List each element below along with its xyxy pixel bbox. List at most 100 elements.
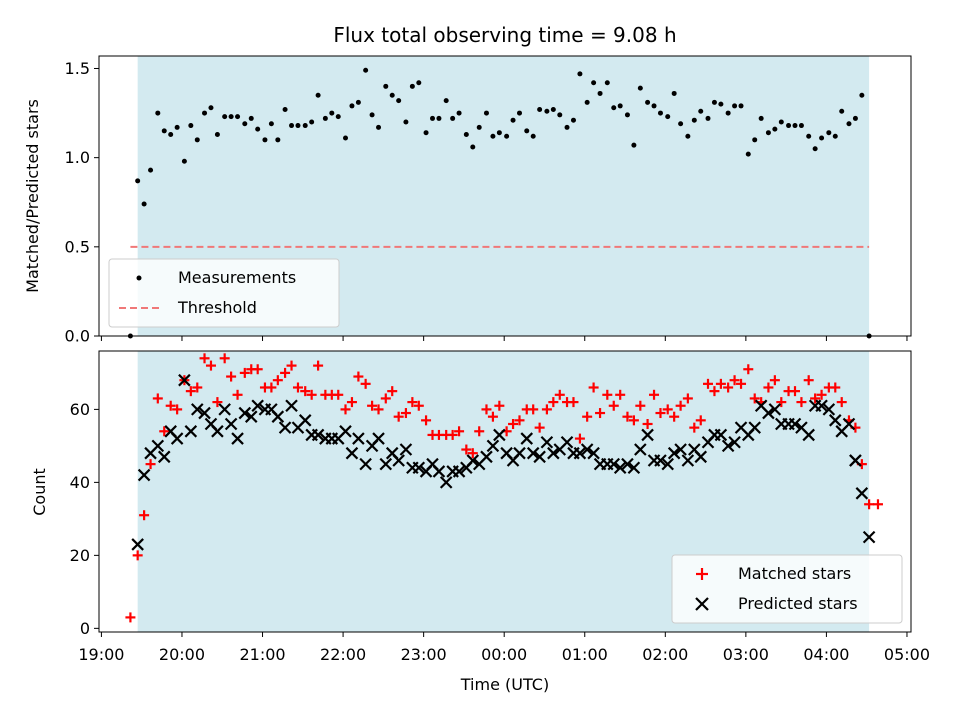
matched-star-point: [454, 426, 465, 437]
predicted-star-point: [244, 410, 258, 423]
matched-star-point: [306, 389, 317, 400]
measurement-point: [235, 114, 241, 120]
matched-star-point: [185, 386, 196, 397]
matched-star-point: [508, 418, 519, 429]
matched-star-point: [662, 404, 673, 415]
matched-star-point: [622, 411, 633, 422]
measurement-point: [148, 167, 154, 173]
count-legend: Matched stars Predicted stars: [671, 554, 903, 624]
ratio-y-tick-label: 0.5: [65, 237, 90, 256]
predicted-star-point: [339, 425, 352, 438]
measurement-point: [678, 121, 684, 127]
measurement-point: [194, 137, 200, 143]
count-y-tick-label: 0: [80, 619, 90, 638]
predicted-star-point: [520, 432, 534, 445]
matched-star-point: [534, 422, 545, 433]
measurement-point: [309, 119, 315, 125]
measurement-point: [470, 144, 476, 150]
measurement-point: [396, 98, 402, 104]
matched-star-point: [421, 415, 432, 426]
legend-predicted-marker: [695, 597, 709, 611]
predicted-star-point: [613, 461, 627, 475]
measurement-point: [705, 115, 711, 121]
predicted-star-point: [379, 457, 393, 471]
predicted-star-point: [654, 454, 667, 467]
ratio-y-tick-label: 1.5: [65, 59, 90, 78]
measurement-point: [141, 201, 147, 207]
measurement-point: [738, 103, 744, 109]
matched-star-point: [165, 400, 176, 411]
predicted-star-point: [480, 450, 493, 464]
count-y-tick-label: 60: [70, 400, 90, 419]
matched-star-point: [346, 397, 357, 408]
predicted-star-point: [607, 457, 621, 471]
measurement-point: [174, 124, 180, 130]
measurement-point: [208, 105, 214, 111]
measurement-point: [839, 108, 845, 114]
matched-star-point: [226, 371, 237, 382]
matched-star-point: [528, 404, 539, 415]
count-panel: 0 20 40 60 19:00 20:00 21:00 22:00 23:00 00:00 01…: [30, 350, 930, 694]
matched-star-point: [816, 389, 827, 400]
matched-star-point: [568, 397, 579, 408]
measurement-point: [335, 114, 341, 120]
legend-matched-marker: [696, 568, 708, 580]
measurement-point: [832, 133, 838, 139]
predicted-star-point: [634, 443, 647, 456]
predicted-star-point: [452, 465, 466, 478]
matched-star-point: [313, 360, 324, 371]
matched-star-point: [145, 459, 156, 470]
matched-star-point: [340, 404, 351, 415]
predicted-star-point: [157, 450, 171, 464]
predicted-star-point: [412, 461, 426, 475]
matched-star-point: [769, 375, 780, 386]
predicted-star-point: [762, 406, 775, 420]
predicted-star-point: [694, 450, 708, 464]
predicted-star-point: [184, 425, 198, 438]
measurement-point: [718, 101, 724, 107]
matched-star-point: [602, 389, 613, 400]
measurement-point: [846, 121, 852, 127]
matched-stars-points: [125, 353, 883, 623]
matched-star-point: [212, 397, 223, 408]
measurement-point: [611, 105, 617, 111]
predicted-star-point: [842, 417, 856, 431]
measurement-point: [202, 110, 208, 116]
measurement-point: [778, 119, 784, 125]
matched-star-point: [467, 448, 478, 459]
matched-star-point: [125, 612, 136, 623]
measurement-point: [745, 151, 751, 157]
matched-star-point: [830, 382, 841, 393]
measurement-point: [752, 137, 758, 143]
count-y-tick-label: 40: [70, 473, 90, 492]
matched-star-point: [132, 550, 143, 561]
measurement-point: [604, 80, 610, 86]
x-axis-label: Time (UTC): [460, 675, 549, 694]
matched-star-point: [669, 411, 680, 422]
measurement-point: [564, 124, 570, 130]
measurement-point: [597, 90, 603, 96]
predicted-star-point: [788, 417, 802, 431]
measurement-point: [242, 121, 248, 127]
matched-star-point: [582, 411, 593, 422]
predicted-star-point: [486, 439, 500, 453]
measurement-point: [765, 130, 771, 136]
ratio-y-tick-label: 1.0: [65, 148, 90, 167]
matched-star-point: [574, 433, 585, 444]
matched-star-point: [380, 393, 391, 404]
measurement-point: [812, 146, 818, 152]
predicted-star-point: [540, 435, 554, 449]
matched-star-point: [655, 408, 666, 419]
predicted-star-point: [587, 446, 600, 460]
measurement-point: [537, 107, 543, 113]
legend-predicted-label: Predicted stars: [738, 594, 858, 613]
measurement-point: [772, 126, 778, 132]
legend-measurements-label: Measurements: [178, 268, 296, 287]
matched-star-point: [649, 389, 660, 400]
matched-star-point: [723, 382, 734, 393]
matched-star-point: [159, 426, 170, 437]
matched-star-point: [266, 382, 277, 393]
matched-star-point: [836, 397, 847, 408]
predicted-star-point: [190, 403, 204, 416]
